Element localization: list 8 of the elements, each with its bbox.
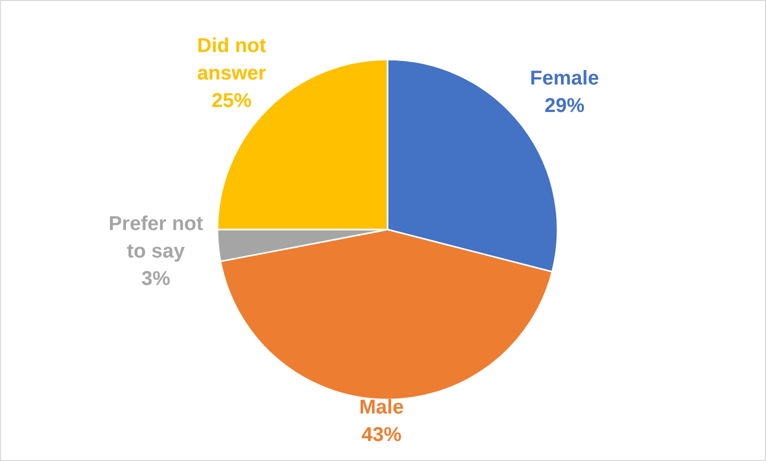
slice-label: Male (359, 396, 404, 418)
data-label: 43% (361, 424, 402, 446)
slice-label: Female (530, 67, 599, 90)
data-label: 29% (544, 94, 585, 117)
data-label: 25% (212, 90, 252, 112)
slice-label: Did not answer (197, 35, 266, 85)
slice-label: Prefer not to say (108, 212, 204, 262)
data-label: 3% (141, 268, 170, 290)
